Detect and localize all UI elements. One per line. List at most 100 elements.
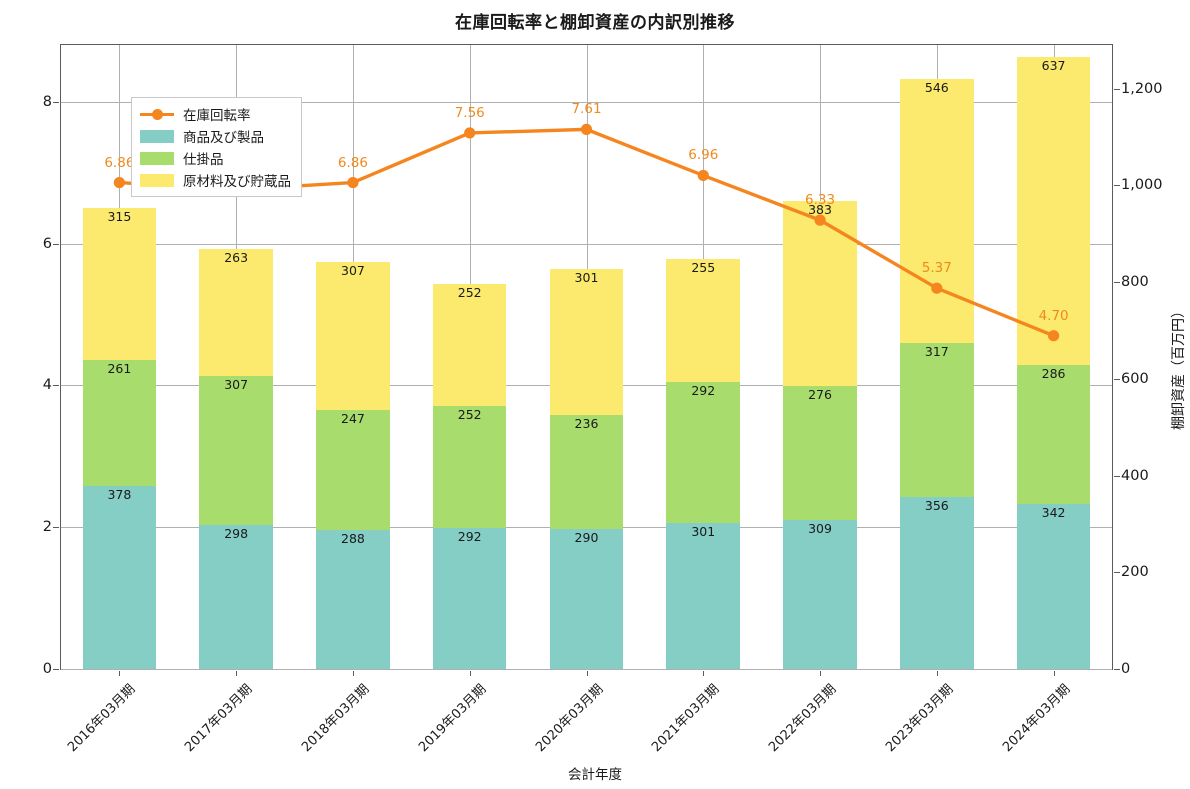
bar-value-label: 286	[1041, 366, 1066, 382]
line-marker[interactable]	[814, 214, 826, 226]
bar-value-label: 276	[808, 387, 832, 403]
bar-segment[interactable]: 290	[549, 528, 624, 669]
bar-segment[interactable]: 378	[82, 486, 157, 669]
tick-mark-right	[1114, 378, 1120, 380]
line-value-label: 7.56	[454, 104, 485, 121]
y-tick-right: 600	[1121, 370, 1149, 387]
bar-value-label: 252	[457, 284, 482, 300]
tick-mark-right	[1114, 185, 1120, 187]
tick-mark-x	[352, 671, 354, 676]
legend-item-merchandise[interactable]: 商品及び製品	[140, 127, 291, 146]
line-marker[interactable]	[1048, 330, 1060, 342]
bar-segment[interactable]: 255	[666, 258, 741, 383]
y-tick-right: 0	[1121, 661, 1131, 677]
bar-segment[interactable]: 292	[432, 527, 507, 669]
line-value-label: 6.86	[337, 154, 368, 171]
bar-segment[interactable]: 317	[900, 343, 974, 497]
bar-segment[interactable]: 261	[82, 359, 157, 487]
bar-value-label: 309	[808, 520, 832, 536]
bar-segment[interactable]: 236	[549, 414, 624, 529]
bar-segment[interactable]: 292	[666, 382, 741, 524]
bar-segment[interactable]: 263	[199, 249, 273, 377]
tick-mark-left	[53, 243, 59, 245]
bar-value-label: 637	[1041, 58, 1066, 74]
bar-segment[interactable]: 288	[316, 529, 390, 669]
bar-segment[interactable]: 309	[783, 519, 857, 669]
bar-value-label: 356	[924, 497, 949, 513]
tick-mark-left	[53, 669, 59, 670]
x-tick-label: 2017年03月期	[182, 681, 256, 756]
legend-label-2: 仕掛品	[183, 152, 224, 168]
legend-label-0: 在庫回転率	[183, 108, 251, 124]
y-tick-right: 1,000	[1121, 177, 1163, 194]
bar-value-label: 255	[691, 259, 716, 275]
x-tick-label: 2023年03月期	[882, 681, 957, 756]
tick-mark-right	[1114, 475, 1120, 477]
bar-value-label: 288	[341, 530, 365, 546]
tick-mark-x	[469, 671, 471, 676]
tick-mark-x	[119, 671, 121, 676]
bar-segment[interactable]: 307	[199, 376, 273, 525]
bar-segment[interactable]: 252	[432, 283, 507, 406]
y-tick-left: 0	[42, 661, 52, 677]
bar-segment[interactable]: 247	[316, 410, 390, 530]
bar-segment[interactable]: 342	[1016, 503, 1091, 669]
bar-value-label: 317	[924, 344, 949, 360]
bar-segment[interactable]: 301	[666, 523, 741, 669]
swatch-icon-2	[140, 151, 174, 165]
tick-mark-x	[236, 671, 238, 676]
line-marker[interactable]	[347, 176, 359, 189]
line-value-label: 6.96	[688, 147, 719, 164]
line-marker[interactable]	[697, 169, 709, 182]
legend-item-materials[interactable]: 原材料及び貯蔵品	[140, 171, 291, 190]
bar-value-label: 378	[107, 487, 132, 503]
bar-value-label: 301	[691, 524, 716, 540]
bar-segment[interactable]: 301	[549, 268, 624, 415]
y-tick-left: 4	[42, 377, 52, 394]
bar-value-label: 307	[224, 377, 249, 393]
gridline-horizontal	[61, 669, 1112, 670]
bar-segment[interactable]: 356	[900, 496, 974, 669]
legend-label-1: 商品及び製品	[183, 130, 264, 146]
bar-segment[interactable]: 252	[432, 405, 507, 528]
swatch-icon-3	[140, 173, 174, 187]
x-tick-label: 2016年03月期	[65, 681, 139, 756]
line-marker-icon	[140, 107, 174, 121]
bar-value-label: 298	[224, 525, 249, 541]
bar-segment[interactable]: 276	[783, 386, 857, 520]
tick-mark-right	[1114, 572, 1120, 574]
bar-value-label: 261	[107, 360, 132, 376]
y-tick-left: 6	[42, 235, 52, 252]
bar-segment[interactable]: 286	[1016, 365, 1091, 504]
line-value-label: 6.33	[805, 192, 836, 209]
bar-value-label: 292	[457, 528, 482, 544]
bar-segment[interactable]: 637	[1016, 57, 1091, 366]
line-marker[interactable]	[464, 127, 476, 139]
plot-area: 378 261 315 298 307 263 288 247 307 292 252 252 290 2…	[60, 44, 1113, 670]
tick-mark-x	[1053, 671, 1055, 676]
bar-value-label: 301	[574, 269, 599, 285]
bar-segment[interactable]: 307	[316, 261, 390, 411]
bar-value-label: 315	[107, 208, 132, 224]
y-axis-right-label: 棚卸資産（百万円）	[1171, 304, 1187, 430]
tick-mark-left	[53, 101, 59, 103]
tick-mark-right	[1114, 669, 1120, 670]
y-tick-right: 200	[1121, 564, 1149, 581]
line-value-label: 5.37	[921, 260, 952, 277]
bar-segment[interactable]: 315	[82, 207, 157, 360]
x-tick-label: 2024年03月期	[999, 681, 1074, 756]
bar-segment[interactable]: 383	[783, 200, 857, 386]
tick-mark-right	[1114, 88, 1120, 90]
x-tick-label: 2020年03月期	[532, 681, 606, 756]
tick-mark-x	[820, 671, 822, 676]
y-tick-right: 400	[1121, 467, 1149, 484]
line-marker[interactable]	[580, 123, 593, 135]
bar-value-label: 263	[224, 250, 249, 266]
line-marker[interactable]	[931, 282, 943, 294]
bar-segment[interactable]: 298	[199, 524, 273, 669]
legend-item-wip[interactable]: 仕掛品	[140, 149, 291, 168]
line-marker[interactable]	[113, 176, 125, 189]
page-title: 在庫回転率と棚卸資産の内訳別推移	[455, 13, 735, 33]
legend-item-line[interactable]: 在庫回転率	[140, 105, 291, 124]
tick-mark-x	[703, 671, 705, 676]
